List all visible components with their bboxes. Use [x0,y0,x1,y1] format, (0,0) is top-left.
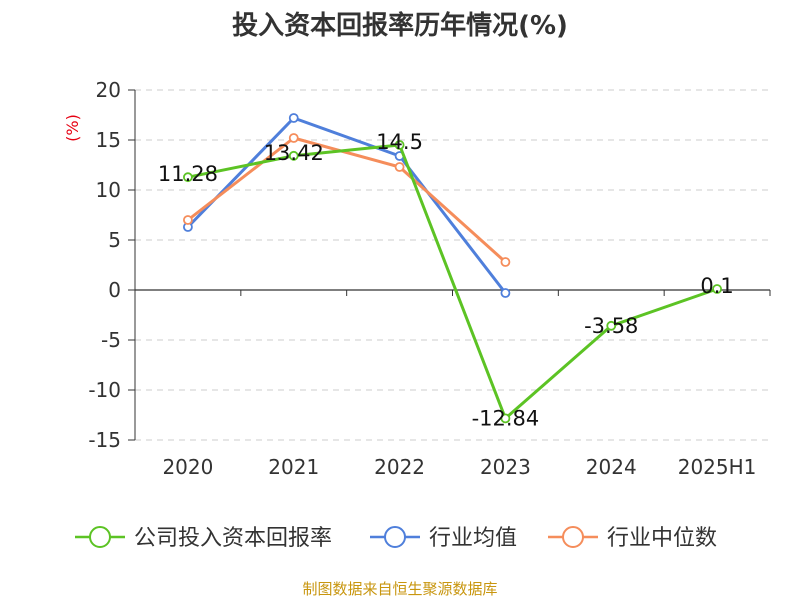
axes: 20 15 10 5 0 -5 -10 -15 2020 2021 2022 2023 2024 2025… [88,78,771,479]
grid-lines [135,89,770,441]
series-point [394,162,405,172]
series-point [500,288,511,298]
series-point [288,133,299,143]
legend-label: 行业中位数 [607,526,717,551]
legend-marker [89,526,111,548]
series-point [712,284,722,294]
series-point [606,320,617,331]
series-line [186,116,507,294]
x-tick-label: 2023 [480,455,531,479]
series-line [187,143,718,420]
data-labels: 11.28 13.42 14.5 -12.84 -3.58 0.1 [158,130,734,430]
x-tick-label: 2022 [374,455,425,479]
y-axis-unit: (%) [63,114,82,142]
legend-label: 公司投入资本回报率 [134,526,332,551]
series-point [500,413,511,424]
y-tick-label: -10 [88,378,121,402]
data-label: 14.5 [376,130,423,154]
series-point [288,150,299,161]
series-point [394,140,405,150]
series-line [186,136,507,264]
series-point [500,257,511,267]
data-label: -12.84 [472,406,540,430]
y-tick-label: 0 [108,278,121,302]
data-label: 13.42 [264,141,324,165]
data-label: 11.28 [158,162,218,186]
y-tick-label: -15 [88,428,121,452]
y-tick-label: 15 [96,128,121,152]
y-tick-label: 20 [96,78,121,102]
y-tick-label: 10 [96,178,121,202]
data-label: -3.58 [584,314,638,338]
y-tick-label: 5 [108,228,121,252]
legend-label: 行业均值 [429,526,517,551]
x-tick-label: 2024 [586,455,637,479]
series-lines [183,113,722,424]
series-point [183,172,193,183]
x-tick-label: 2025H1 [678,455,757,479]
chart-title: 投入资本回报率历年情况(%) [232,10,568,41]
data-label: 0.1 [700,274,733,298]
legend: 公司投入资本回报率 行业均值 行业中位数 [75,526,717,551]
series-point [288,113,299,123]
x-tick-label: 2020 [162,455,213,479]
series-point [183,215,193,225]
legend-marker [384,526,406,548]
y-tick-label: -5 [101,328,121,352]
x-tick-label: 2021 [268,455,319,479]
source-note: 制图数据来自恒生聚源数据库 [302,580,497,598]
legend-marker [562,526,584,548]
